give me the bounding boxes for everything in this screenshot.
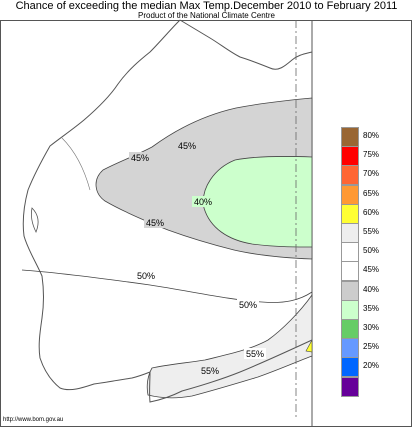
contour-upper-left — [61, 137, 91, 191]
contour-label-45-top: 45% — [178, 141, 196, 151]
legend-item: 55% — [341, 223, 411, 243]
legend-label: 20% — [363, 361, 380, 371]
legend-label: 55% — [363, 227, 380, 236]
legend-swatch — [341, 280, 359, 301]
contour-label-55-left: 55% — [201, 366, 219, 376]
band-40-45 — [202, 156, 313, 248]
legend-swatch — [341, 338, 359, 359]
legend-item: 50% — [341, 242, 411, 263]
contour-label-45-bottom: 45% — [146, 218, 164, 228]
legend-swatch — [341, 146, 359, 167]
legend-label: 50% — [363, 246, 380, 256]
legend-swatch — [341, 357, 359, 378]
legend-swatch — [341, 165, 359, 186]
legend-swatch — [341, 184, 359, 205]
legend-item: 65% — [341, 184, 411, 205]
legend-swatch — [341, 299, 359, 320]
legend-item — [341, 376, 411, 397]
legend-swatch — [341, 319, 359, 339]
legend-label: 30% — [363, 323, 380, 332]
shark-bay-outline — [30, 207, 39, 233]
legend-label: 25% — [363, 342, 380, 352]
legend-item: 45% — [341, 261, 411, 282]
contour-50 — [21, 269, 313, 303]
legend-label: 80% — [363, 131, 380, 140]
legend-label: 40% — [363, 284, 380, 294]
legend-item: 20% — [341, 357, 411, 378]
legend-label: 45% — [363, 265, 380, 275]
legend-label: 70% — [363, 169, 380, 179]
contour-label-45-left: 45% — [131, 153, 149, 163]
contour-label-50-left: 50% — [137, 271, 155, 281]
legend-label: 75% — [363, 150, 380, 160]
legend-item: 30% — [341, 319, 411, 339]
legend-swatch — [341, 376, 359, 397]
map-subtitle: Product of the National Climate Centre — [138, 11, 275, 20]
source-url[interactable]: http://www.bom.gov.au — [3, 417, 64, 423]
legend-item: 70% — [341, 165, 411, 186]
legend-label: 35% — [363, 303, 380, 313]
legend-swatch — [341, 223, 359, 243]
legend-item: 60% — [341, 203, 411, 224]
coastline — [22, 19, 313, 403]
band-55-60 — [146, 293, 313, 399]
legend-swatch — [341, 127, 359, 147]
contour-label-40: 40% — [194, 197, 212, 207]
legend-item: 25% — [341, 338, 411, 359]
legend-item: 35% — [341, 299, 411, 320]
contour-label-55-right: 55% — [246, 349, 264, 359]
legend-item: 40% — [341, 280, 411, 301]
legend-label: 65% — [363, 188, 380, 198]
contour-label-50-mid: 50% — [239, 300, 257, 310]
band-60-65 — [305, 339, 313, 353]
legend: 80% 75% 70% 65% 60% 55% 50% 45% 40% 35% 30% 25% 20% — [341, 127, 411, 397]
map-title: Chance of exceeding the median Max Temp.… — [15, 0, 398, 12]
legend-swatch — [341, 242, 359, 263]
legend-swatch — [341, 261, 359, 282]
legend-swatch — [341, 203, 359, 224]
legend-item: 80% — [341, 127, 411, 147]
legend-item: 75% — [341, 146, 411, 167]
legend-label: 60% — [363, 207, 380, 217]
